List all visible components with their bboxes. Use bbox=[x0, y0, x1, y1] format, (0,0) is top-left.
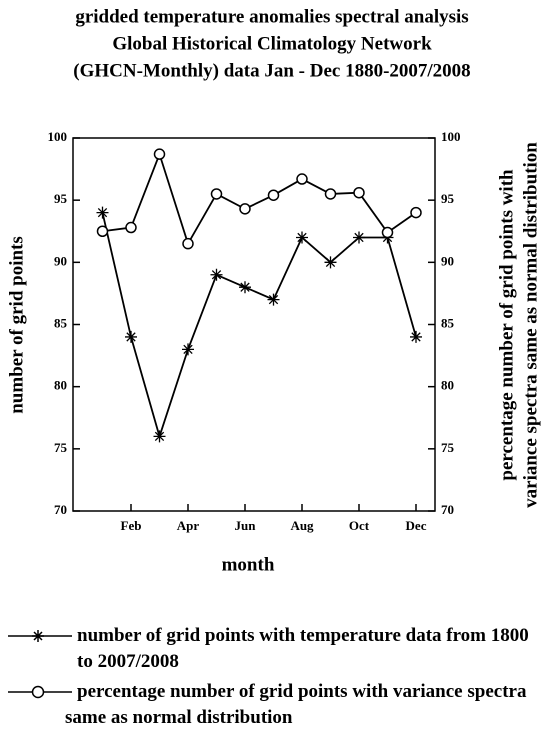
x-tick-label: Oct bbox=[349, 518, 370, 533]
x-tick-label: Apr bbox=[177, 518, 200, 533]
y2-tick-label: 85 bbox=[441, 315, 455, 330]
marker bbox=[153, 148, 166, 160]
marker bbox=[182, 237, 194, 250]
marker bbox=[153, 430, 166, 443]
legend-symbol bbox=[8, 630, 72, 699]
y2-tick-label: 100 bbox=[441, 129, 461, 144]
chart-title: gridded temperature anomalies spectral a… bbox=[75, 6, 468, 27]
y2-tick-label: 90 bbox=[441, 253, 454, 268]
marker bbox=[267, 189, 280, 201]
x-axis-label: month bbox=[222, 554, 275, 575]
y-tick-label: 95 bbox=[54, 191, 68, 206]
chart-title: (GHCN-Monthly) data Jan - Dec 1880-2007/… bbox=[73, 60, 470, 81]
y-tick-label: 100 bbox=[48, 129, 68, 144]
marker bbox=[96, 206, 109, 219]
x-tick-label: Aug bbox=[290, 518, 314, 533]
marker bbox=[96, 225, 109, 237]
y2-axis-label: percentage number of grid points with bbox=[496, 169, 517, 481]
marker bbox=[296, 173, 308, 185]
series-line bbox=[102, 151, 417, 246]
marker bbox=[381, 226, 394, 239]
y2-tick-label: 75 bbox=[441, 440, 455, 455]
marker bbox=[410, 330, 422, 343]
marker bbox=[239, 281, 251, 294]
y-tick-label: 80 bbox=[54, 378, 67, 393]
y-tick-label: 85 bbox=[54, 315, 68, 330]
y2-tick-label: 80 bbox=[441, 378, 454, 393]
y2-tick-label: 95 bbox=[441, 191, 455, 206]
marker bbox=[182, 343, 194, 356]
marker bbox=[410, 206, 422, 219]
marker bbox=[239, 203, 251, 215]
series-line bbox=[101, 212, 417, 440]
y-tick-label: 70 bbox=[54, 502, 67, 517]
legend-entry: number of grid points with temperature d… bbox=[77, 625, 529, 672]
marker bbox=[324, 256, 337, 269]
y2-axis-label: variance spectra same as normal distribu… bbox=[520, 142, 541, 508]
marker bbox=[267, 293, 280, 306]
marker bbox=[125, 221, 137, 234]
x-tick-label: Feb bbox=[121, 518, 142, 533]
marker bbox=[210, 188, 223, 200]
marker bbox=[353, 231, 365, 244]
y-axis-label: number of grid points bbox=[6, 236, 27, 414]
marker bbox=[210, 268, 223, 281]
y-tick-label: 90 bbox=[54, 253, 67, 268]
marker bbox=[353, 186, 365, 199]
marker bbox=[125, 330, 137, 343]
y-tick-label: 75 bbox=[54, 440, 68, 455]
marker bbox=[324, 188, 337, 200]
legend-entry: percentage number of grid points with va… bbox=[65, 681, 527, 728]
x-tick-label: Jun bbox=[235, 518, 257, 533]
chart-title: Global Historical Climatology Network bbox=[112, 33, 432, 54]
x-tick-label: Dec bbox=[406, 518, 427, 533]
marker bbox=[296, 231, 308, 244]
y2-tick-label: 70 bbox=[441, 502, 454, 517]
